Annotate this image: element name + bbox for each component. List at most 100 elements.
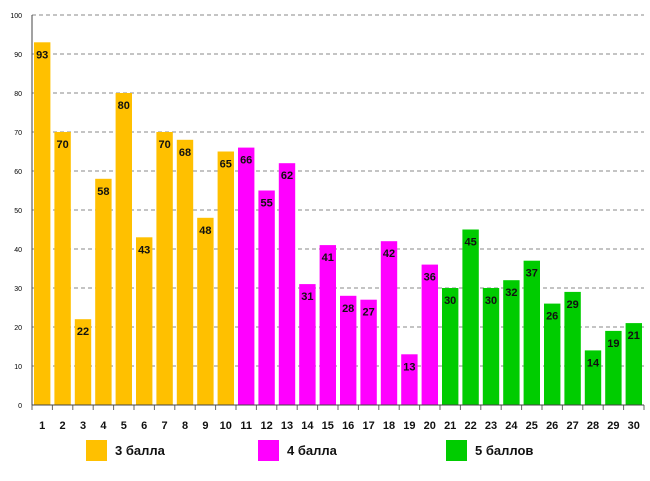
bar (238, 147, 255, 405)
data-label: 55 (260, 198, 272, 210)
bar (156, 132, 173, 405)
x-tick-label: 23 (485, 420, 497, 432)
bar (544, 303, 561, 405)
x-tick-label: 30 (628, 420, 640, 432)
x-tick-label: 10 (220, 420, 232, 432)
y-tick-label: 50 (14, 208, 22, 215)
legend-swatch (446, 440, 467, 461)
x-tick-label: 17 (362, 420, 374, 432)
y-tick-label: 70 (14, 130, 22, 137)
bar (625, 323, 642, 405)
data-label: 30 (444, 295, 456, 307)
y-tick-label: 90 (14, 52, 22, 59)
x-tick-label: 19 (403, 420, 415, 432)
data-label: 45 (464, 237, 476, 249)
bar (482, 288, 500, 405)
y-tick-label: 10 (14, 364, 22, 371)
legend-swatch (258, 440, 279, 461)
x-tick-label: 13 (281, 420, 293, 432)
bar (442, 288, 459, 405)
x-tick-label: 8 (182, 420, 188, 432)
bar (340, 295, 357, 405)
bar (176, 139, 194, 406)
legend-item-3: 3 балла (86, 440, 165, 461)
x-tick-label: 9 (202, 420, 208, 432)
data-label: 70 (56, 139, 68, 151)
bar (54, 132, 71, 405)
legend-item-5: 5 баллов (446, 440, 533, 461)
bar (401, 354, 418, 405)
data-label: 70 (158, 139, 170, 151)
data-label: 22 (77, 326, 89, 338)
bar (319, 245, 336, 405)
bar (95, 178, 112, 405)
data-label: 41 (322, 252, 334, 264)
x-tick-label: 18 (383, 420, 395, 432)
data-label: 62 (281, 170, 293, 182)
bar (421, 264, 438, 405)
legend-item-4: 4 балла (258, 440, 337, 461)
legend-label: 4 балла (287, 443, 337, 458)
x-tick-label: 5 (121, 420, 127, 432)
data-label: 13 (403, 361, 415, 373)
x-tick-label: 20 (424, 420, 436, 432)
legend-swatch (86, 440, 107, 461)
data-label: 65 (220, 159, 232, 171)
data-label: 32 (505, 287, 517, 299)
y-tick-label: 30 (14, 286, 22, 293)
x-tick-label: 6 (141, 420, 147, 432)
bar (258, 190, 275, 405)
x-tick-label: 4 (100, 420, 107, 432)
y-tick-label: 20 (14, 325, 22, 332)
y-tick-label: 40 (14, 247, 22, 254)
x-tick-label: 27 (566, 420, 578, 432)
data-label: 37 (526, 268, 538, 280)
x-tick-label: 12 (260, 420, 272, 432)
bar (584, 350, 602, 405)
legend-label: 5 баллов (475, 443, 534, 458)
x-tick-label: 24 (505, 420, 518, 432)
x-tick-label: 25 (526, 420, 538, 432)
bar (34, 42, 51, 406)
x-tick-label: 2 (60, 420, 66, 432)
bar (278, 163, 296, 405)
legend-label: 3 балла (115, 443, 165, 458)
data-label: 68 (179, 147, 191, 159)
data-label: 28 (342, 303, 354, 315)
bar (74, 319, 92, 405)
y-tick-label: 0 (18, 403, 22, 410)
y-tick-label: 100 (10, 13, 22, 20)
data-label: 66 (240, 155, 252, 167)
data-label: 80 (118, 100, 130, 112)
data-label: 30 (485, 295, 497, 307)
x-tick-label: 28 (587, 420, 599, 432)
x-tick-label: 14 (301, 420, 314, 432)
x-tick-label: 26 (546, 420, 558, 432)
bar (360, 299, 377, 405)
bar (217, 151, 234, 405)
x-tick-label: 29 (607, 420, 619, 432)
data-label: 26 (546, 311, 558, 323)
data-label: 36 (424, 272, 436, 284)
x-tick-label: 16 (342, 420, 354, 432)
x-tick-label: 3 (80, 420, 86, 432)
x-tick-label: 22 (464, 420, 476, 432)
x-tick-label: 21 (444, 420, 456, 432)
bar (462, 229, 479, 405)
data-label: 43 (138, 244, 150, 256)
data-label: 42 (383, 248, 395, 260)
x-tick-label: 1 (39, 420, 45, 432)
data-label: 27 (362, 307, 374, 319)
bar (299, 284, 316, 405)
x-tick-label: 7 (162, 420, 168, 432)
bar (564, 291, 581, 405)
data-label: 48 (199, 225, 211, 237)
bar (503, 280, 520, 405)
x-tick-label: 11 (240, 420, 252, 432)
data-label: 21 (628, 330, 640, 342)
x-tick-label: 15 (322, 420, 334, 432)
data-label: 19 (607, 338, 619, 350)
data-label: 31 (301, 291, 313, 303)
